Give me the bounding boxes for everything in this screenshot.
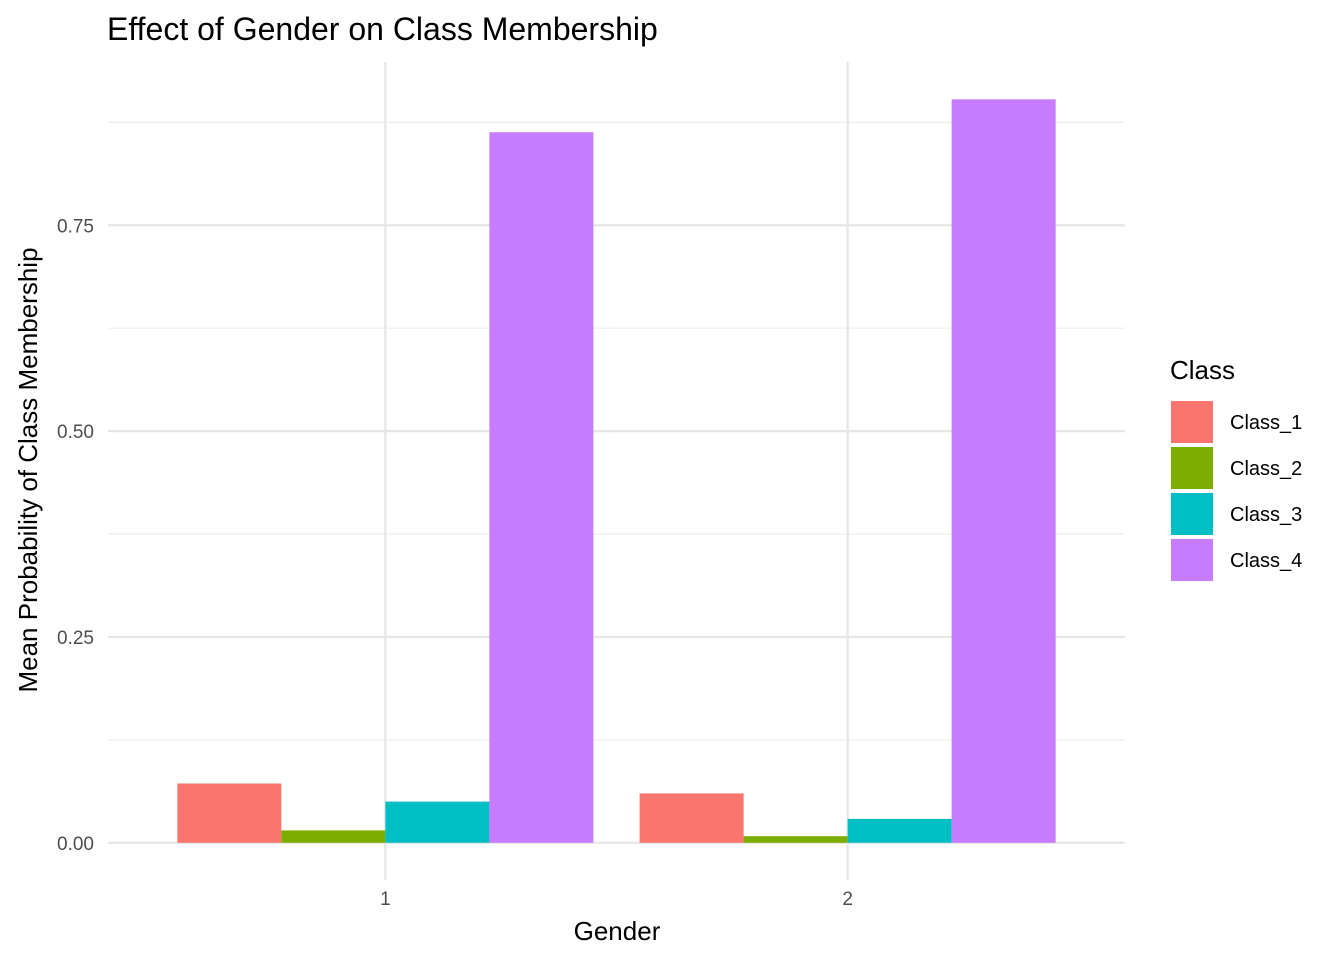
bar-class_2-gender-2 [743, 836, 848, 843]
bar-class_1-gender-2 [639, 793, 744, 843]
y-tick-label: 0.50 [57, 422, 94, 443]
legend-key-class_4 [1171, 539, 1213, 581]
bar-class_4-gender-2 [951, 99, 1056, 843]
legend-key-class_1 [1171, 401, 1213, 443]
legend-items: Class_1 Class_2 Class_3 Class_4 [1171, 401, 1302, 581]
y-tick-label: 0.25 [57, 628, 94, 649]
y-tick-label: 0.75 [57, 216, 94, 237]
bar-class_2-gender-1 [281, 830, 386, 843]
legend-label-class_3: Class_3 [1230, 504, 1302, 526]
x-tick-label: 2 [842, 889, 853, 910]
x-axis-title: Gender [574, 916, 661, 946]
y-axis-ticks: 0.00 0.25 0.50 0.75 [57, 216, 94, 855]
bar-class_3-gender-2 [847, 818, 952, 843]
y-axis-title: Mean Probability of Class Membership [13, 247, 43, 692]
legend-label-class_4: Class_4 [1230, 550, 1302, 572]
chart-title: Effect of Gender on Class Membership [107, 11, 658, 47]
legend-key-class_2 [1171, 447, 1213, 489]
legend-key-class_3 [1171, 493, 1213, 535]
bar-class_1-gender-1 [177, 783, 282, 843]
y-tick-label: 0.00 [57, 834, 94, 855]
x-tick-label: 1 [380, 889, 391, 910]
legend-label-class_1: Class_1 [1230, 412, 1302, 434]
bar-class_4-gender-1 [489, 132, 594, 843]
bar-class_3-gender-1 [385, 801, 490, 843]
legend: Class Class_1 Class_2 Class_3 Class_4 [1170, 355, 1302, 581]
bars [177, 99, 1056, 843]
legend-title: Class [1170, 355, 1235, 385]
legend-label-class_2: Class_2 [1230, 458, 1302, 480]
